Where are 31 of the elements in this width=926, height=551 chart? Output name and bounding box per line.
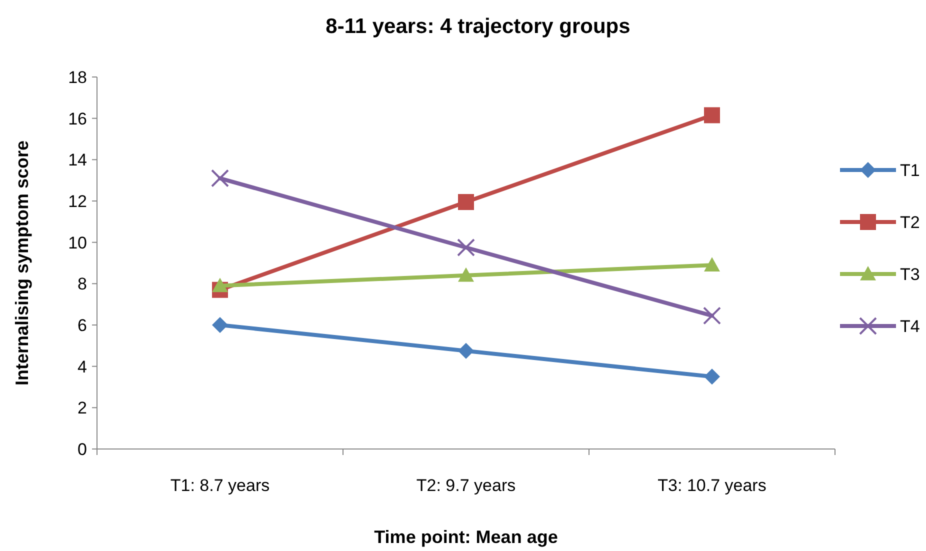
- y-tick-label: 18: [68, 68, 87, 87]
- chart-title: 8-11 years: 4 trajectory groups: [326, 15, 630, 38]
- y-tick-label: 0: [78, 440, 87, 459]
- legend-label: T3: [900, 264, 920, 284]
- y-tick-label: 12: [68, 192, 87, 211]
- y-tick-label: 4: [78, 357, 87, 376]
- point: [212, 278, 228, 292]
- y-tick-label: 10: [68, 233, 87, 252]
- y-tick-label: 8: [78, 274, 87, 294]
- legend-label: T1: [900, 160, 920, 180]
- point: [458, 342, 474, 359]
- x-axis-title: Time point: Mean age: [374, 527, 558, 547]
- x-tick-label: T2: 9.7 years: [416, 476, 516, 495]
- x-tick-label: T3: 10.7 years: [658, 476, 766, 495]
- point: [704, 257, 720, 272]
- y-tick-label: 14: [68, 150, 87, 170]
- point: [458, 267, 474, 282]
- point: [458, 194, 474, 210]
- point: [703, 306, 721, 325]
- y-axis-title: Internalising symptom score: [12, 140, 32, 386]
- y-tick-label: 2: [78, 398, 87, 418]
- point: [704, 368, 720, 385]
- legend-label: T2: [900, 212, 920, 232]
- point: [457, 238, 475, 256]
- y-tick-label: 16: [68, 109, 87, 128]
- point: [212, 317, 228, 333]
- point: [211, 169, 229, 188]
- y-tick-label: 6: [78, 316, 87, 335]
- point: [704, 107, 720, 124]
- x-tick-label: T1: 8.7 years: [170, 476, 270, 495]
- legend-label: T4: [900, 316, 920, 336]
